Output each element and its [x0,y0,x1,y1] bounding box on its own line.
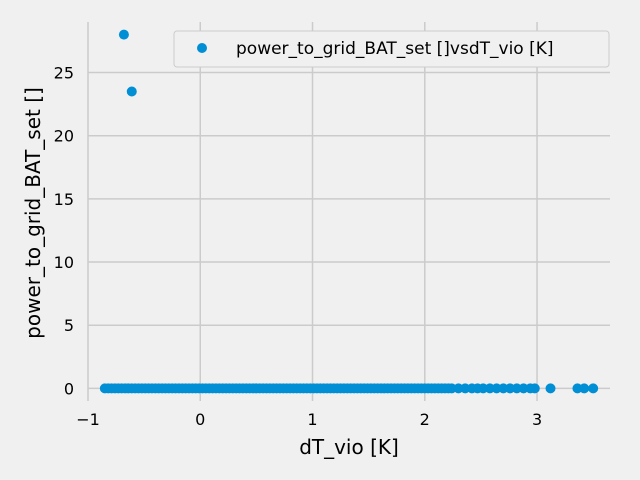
y-tick-label: 0 [64,379,74,398]
x-tick-label: 0 [195,410,205,429]
y-tick-label: 10 [54,253,74,272]
data-point [529,383,540,394]
data-points [99,29,599,394]
legend-label: power_to_grid_BAT_set []vsdT_vio [K] [236,39,554,59]
data-point [118,29,129,40]
x-axis-label: dT_vio [K] [299,435,399,459]
data-point [588,383,599,394]
y-tick-label: 5 [64,316,74,335]
y-tick-label: 15 [54,190,74,209]
x-tick-label: −1 [76,410,100,429]
grid-lines [87,22,610,401]
x-tick-label: 3 [532,410,542,429]
data-point [545,383,556,394]
legend-box [173,30,610,68]
data-point [579,383,590,394]
y-tick-label: 25 [54,64,74,83]
y-axis-label: power_to_grid_BAT_set [] [21,87,45,339]
data-point [126,86,137,97]
x-tick-label: 2 [420,410,430,429]
legend-marker [197,43,207,53]
x-tick-label: 1 [307,410,317,429]
legend: power_to_grid_BAT_set []vsdT_vio [K] [173,30,610,68]
y-tick-label: 20 [54,127,74,146]
